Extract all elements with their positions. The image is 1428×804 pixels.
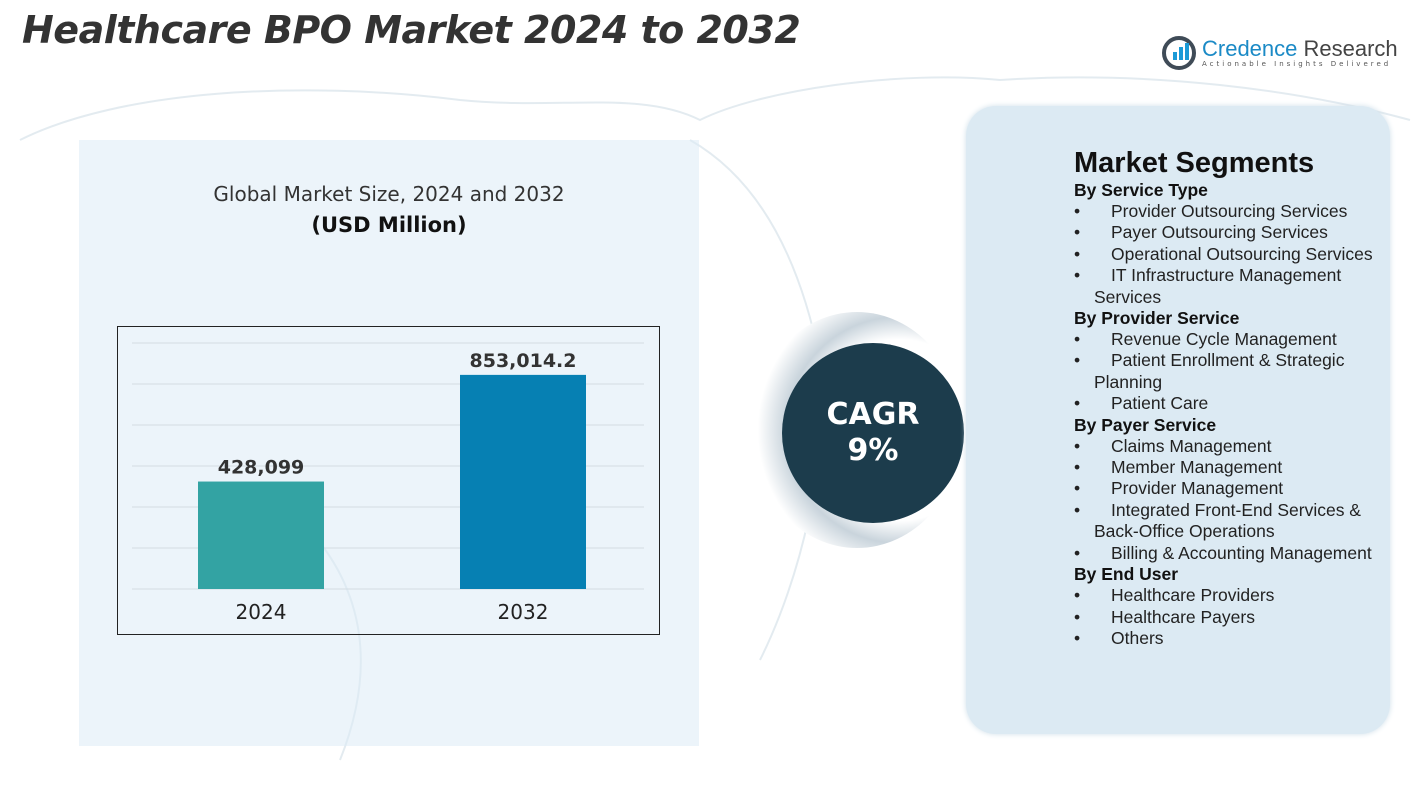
page-title: Healthcare BPO Market 2024 to 2032 — [22, 8, 801, 52]
bullet-icon: • — [1074, 350, 1081, 371]
segment-item-label: Provider Management — [1111, 478, 1284, 499]
chart-title: Global Market Size, 2024 and 2032 — [213, 182, 565, 206]
segment-item: • Integrated Front-End Services & Back-Of… — [1074, 500, 1374, 543]
logo-chart-icon — [1162, 36, 1196, 70]
segment-item: • Healthcare Payers — [1074, 607, 1374, 628]
segment-item-label: Claims Management — [1111, 435, 1272, 456]
segment-item-label: Patient Care — [1111, 393, 1209, 414]
segment-item-label: Healthcare Providers — [1111, 585, 1275, 606]
cagr-label: CAGR — [826, 397, 920, 432]
bullet-icon: • — [1074, 499, 1081, 520]
bar-chart: 428,099 2024 853,014.2 2032 — [117, 326, 660, 635]
segment-item-label: Payer Outsourcing Services — [1111, 222, 1328, 243]
bullet-icon: • — [1074, 435, 1081, 456]
bullet-icon: • — [1074, 393, 1081, 414]
segment-item-label: Integrated Front-End Services & Back-Off… — [1094, 499, 1361, 542]
bullet-icon: • — [1074, 329, 1081, 350]
segment-item-label: Billing & Accounting Management — [1111, 542, 1372, 563]
segment-item-label: IT Infrastructure Management Services — [1094, 265, 1342, 307]
segment-item: • Billing & Accounting Management — [1074, 543, 1374, 564]
segment-group-heading: By Provider Service — [1074, 308, 1240, 329]
logo-name: Credence — [1202, 36, 1298, 61]
cagr-badge: CAGR 9% — [782, 343, 964, 523]
segment-item: • Member Management — [1074, 457, 1374, 478]
segments-heading: Market Segments — [1074, 147, 1315, 179]
segment-item: • Payer Outsourcing Services — [1074, 222, 1374, 243]
segment-item: • Provider Management — [1074, 478, 1374, 499]
data-label: 428,099 — [218, 457, 305, 479]
bullet-icon: • — [1074, 606, 1081, 627]
segment-item-label: Provider Outsourcing Services — [1111, 201, 1348, 221]
bullet-icon: • — [1074, 222, 1081, 243]
segment-item: • Operational Outsourcing Services — [1074, 244, 1374, 265]
segment-group-heading: By Service Type — [1074, 180, 1208, 200]
segment-item: • Patient Enrollment & Strategic Planning — [1074, 350, 1374, 393]
market-segments-card: Market Segments By Service Type • Provider… — [966, 106, 1390, 734]
segment-item-label: Patient Enrollment & Strategic Planning — [1094, 350, 1345, 392]
data-label: 853,014.2 — [470, 350, 577, 372]
segment-group-heading: By End User — [1074, 564, 1179, 585]
segment-item-label: Healthcare Payers — [1111, 606, 1255, 627]
segment-group-heading: By Payer Service — [1074, 414, 1217, 435]
cagr-value: 9% — [847, 433, 899, 468]
bullet-icon: • — [1074, 478, 1081, 499]
bullet-icon: • — [1074, 542, 1081, 563]
bar-2024 — [198, 481, 324, 589]
bullet-icon: • — [1074, 627, 1081, 648]
segment-item-label: Others — [1111, 627, 1164, 648]
logo-tagline: Actionable Insights Delivered — [1202, 60, 1392, 68]
logo-name-2: Research — [1297, 36, 1398, 61]
x-tick-label: 2024 — [236, 600, 287, 624]
chart-unit: (USD Million) — [311, 213, 467, 237]
segment-item-label: Operational Outsourcing Services — [1111, 243, 1373, 264]
chart-panel — [79, 140, 699, 746]
bar-2032 — [460, 374, 586, 589]
segment-item-label: Revenue Cycle Management — [1111, 329, 1337, 350]
segment-item: • Provider Outsourcing Services — [1074, 201, 1374, 222]
segment-item: • Revenue Cycle Management — [1074, 329, 1374, 350]
segment-item: • Claims Management — [1074, 436, 1374, 457]
bar-chart-svg: 428,099 2024 853,014.2 2032 — [132, 342, 644, 624]
credence-research-logo: Credence Research Actionable Insights De… — [1162, 36, 1398, 70]
x-tick-label: 2032 — [498, 600, 549, 624]
segment-item: • Patient Care — [1074, 393, 1374, 414]
bullet-icon: • — [1074, 265, 1081, 286]
segment-item-label: Member Management — [1111, 457, 1283, 478]
bullet-icon: • — [1074, 585, 1081, 606]
segment-item: • Others — [1074, 628, 1374, 649]
segment-item: • IT Infrastructure Management Services — [1074, 265, 1374, 308]
bullet-icon: • — [1074, 243, 1081, 264]
bullet-icon: • — [1074, 201, 1081, 221]
segment-item: • Healthcare Providers — [1074, 585, 1374, 606]
bullet-icon: • — [1074, 457, 1081, 478]
